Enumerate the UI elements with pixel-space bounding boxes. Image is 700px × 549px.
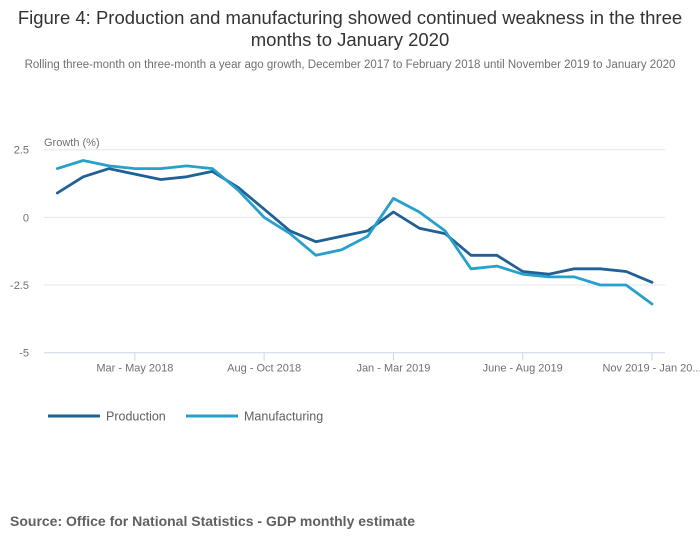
gridlines [44,149,665,286]
y-tick-label: 0 [23,212,29,224]
legend: Production Manufacturing [48,410,323,424]
x-tick-label: Mar - May 2018 [96,363,173,375]
y-axis-label: Growth (%) [44,137,100,149]
y-tick-label: -5 [19,348,29,360]
x-tick-label: Nov 2019 - Jan 20... [602,363,700,375]
y-axis-ticks: 2.5 0 -2.5 -5 [10,145,29,360]
x-tick-label: Jan - Mar 2019 [356,363,430,375]
x-tick-label: June - Aug 2019 [483,363,563,375]
chart-title: Figure 4: Production and manufacturing s… [17,7,683,50]
x-axis: Mar - May 2018 Aug - Oct 2018 Jan - Mar 20… [44,352,700,375]
chart-subtitle: Rolling three-month on three-month a yea… [24,59,676,71]
series-line-manufacturing [55,159,654,306]
source-note: Source: Office for National Statistics -… [10,513,416,529]
y-tick-label: 2.5 [14,145,29,157]
series-lines [55,159,654,306]
legend-item-manufacturing: Manufacturing [186,410,323,424]
legend-label: Manufacturing [244,410,323,424]
x-tick-label: Aug - Oct 2018 [227,363,301,375]
legend-label: Production [106,410,166,424]
legend-item-production: Production [48,410,166,424]
series-line-production [55,167,654,284]
y-tick-label: -2.5 [10,280,29,292]
